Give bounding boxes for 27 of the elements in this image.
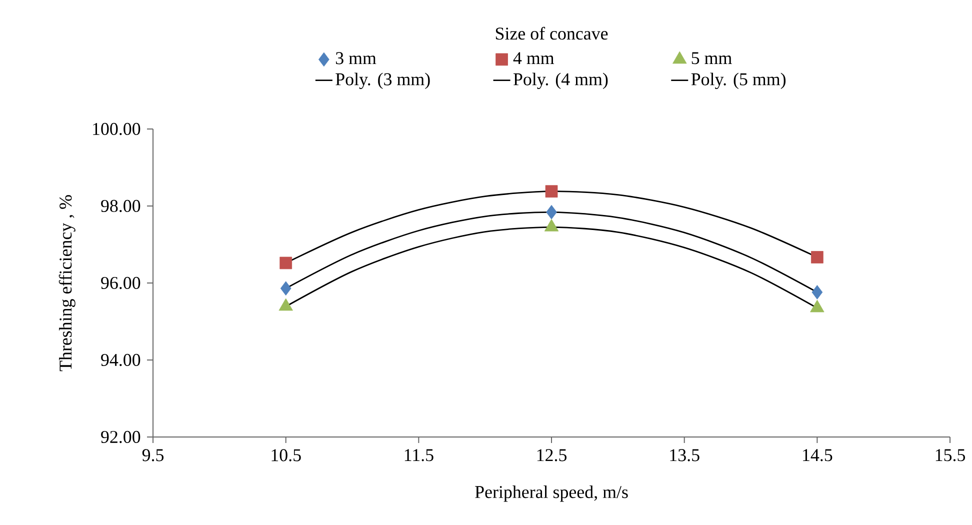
y-tick-label: 94.00 [101,354,140,366]
x-tick-label: 9.5 [142,449,164,462]
legend-label: 3 mm [336,52,376,64]
y-axis-title: Threshing efficiency , % [58,195,76,372]
x-tick-label: 15.5 [936,449,965,462]
legend-title: Size of concave [496,26,608,40]
point [545,185,558,198]
x-axis-title: Peripheral speed, m/s [475,485,628,502]
x-tick-label: 13.5 [670,449,700,462]
y-tick-label: 96.00 [101,276,140,290]
x-tick-label: 11.5 [404,449,434,462]
x-tick-label: 12.5 [537,449,566,462]
point [546,204,557,220]
x-tick-label: 10.5 [272,449,301,462]
point [812,285,823,300]
point [280,256,292,270]
point [811,251,824,264]
legend-label: Poly. (4 mm) [513,72,608,90]
point [280,281,292,296]
y-tick-label: 92.00 [101,430,140,444]
legend-label: Poly. (3 mm) [336,72,430,90]
legend-label: 5 mm [692,52,732,64]
legend-label: 4 mm [513,52,554,64]
y-tick-label: 98.00 [101,200,140,212]
x-tick-label: 14.5 [803,449,832,462]
y-tick-label: 100.00 [93,122,140,136]
legend-label: Poly. (5 mm) [691,72,786,90]
